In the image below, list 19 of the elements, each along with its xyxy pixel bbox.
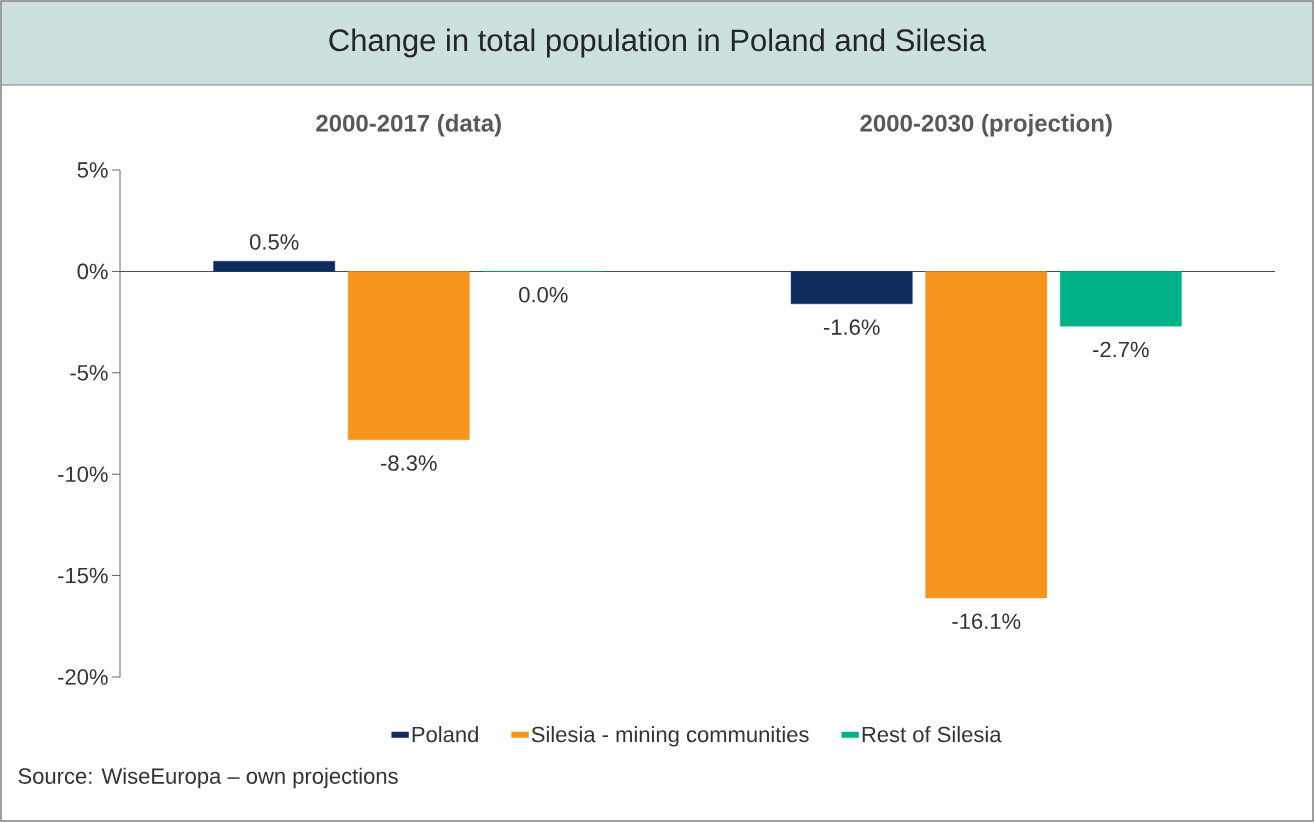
legend-label: Poland [412,726,478,743]
data-label: -16.1% [952,613,1021,629]
y-tick-label: -5% [70,365,108,381]
data-label: -1.6% [823,319,880,335]
data-label: -2.7% [1093,341,1149,358]
y-tick-label: 5% [77,162,108,178]
y-tick-label: -20% [58,669,108,685]
x-tick-label: 2000-2030 (projection) [860,114,1112,137]
chart-title: Change in total population in Poland and Silesia [329,28,987,58]
source-note: Source: WiseEuropa – own projections [18,767,398,789]
legend-label: Silesia - mining communities [531,726,809,747]
data-label: 0.0% [519,286,568,303]
legend-label: Rest of Silesia [862,726,1002,743]
data-label: 0.5% [249,234,299,250]
data-label: -8.3% [381,455,437,471]
y-tick-label: 0% [77,263,108,280]
x-tick-label: 2000-2017 (data) [316,114,501,137]
y-tick-label: -15% [58,567,108,584]
y-tick-label: -10% [58,466,108,482]
